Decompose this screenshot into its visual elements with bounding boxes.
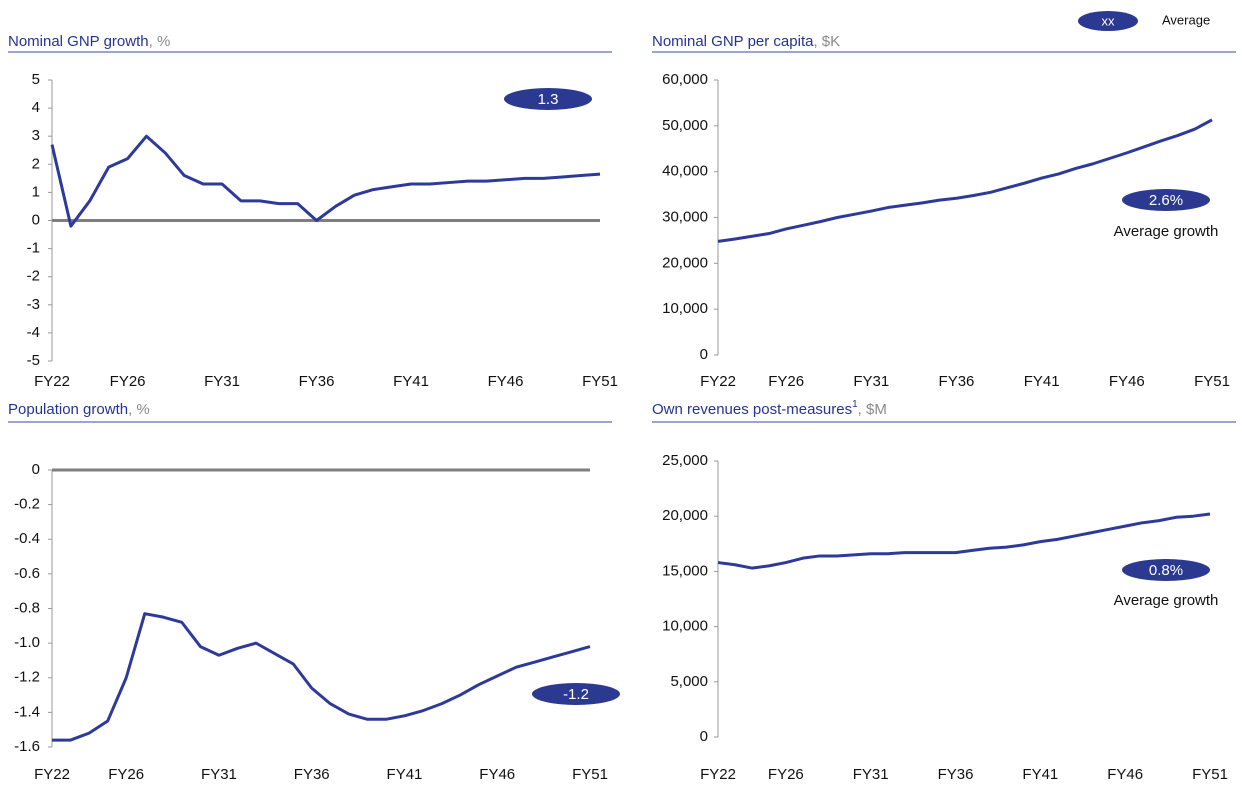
title-text: Nominal GNP growth [8, 33, 149, 50]
x-tick-label: FY36 [299, 373, 335, 390]
badge-shape [504, 88, 592, 110]
footnote-mark: 1 [852, 399, 858, 410]
y-tick-label: 15,000 [662, 562, 708, 579]
y-tick-label: -3 [27, 296, 40, 313]
data-line [717, 118, 1213, 243]
title-text: Population growth [8, 401, 128, 418]
y-tick-label: -1.4 [14, 703, 40, 720]
y-tick-label: 20,000 [662, 254, 708, 271]
y-tick-label: -0.2 [14, 496, 40, 513]
y-tick-label: 25,000 [662, 452, 708, 469]
x-tick-label: FY41 [1024, 373, 1060, 390]
legend-label: Average [1162, 12, 1210, 27]
y-tick-label: -0.8 [14, 599, 40, 616]
badge-value: 2.6% [1149, 192, 1183, 209]
y-tick-label: 0 [32, 461, 40, 478]
y-tick-label: -1.0 [14, 634, 40, 651]
badge-shape [532, 683, 620, 705]
y-tick-label: -0.4 [14, 530, 40, 547]
chart-title: Own revenues post-measures1, $M [652, 399, 887, 418]
x-tick-label: FY22 [700, 766, 736, 783]
y-tick-label: 50,000 [662, 117, 708, 134]
badge-shape [1122, 189, 1210, 211]
y-tick-label: 10,000 [662, 300, 708, 317]
x-tick-label: FY51 [1194, 373, 1230, 390]
y-tick-label: -2 [27, 268, 40, 285]
data-line [50, 134, 601, 228]
title-text: Nominal GNP per capita [652, 33, 814, 50]
y-tick-label: 10,000 [662, 618, 708, 635]
y-tick-label: 0 [700, 346, 708, 363]
y-tick-label: 3 [32, 127, 40, 144]
x-tick-label: FY22 [700, 373, 736, 390]
x-tick-label: FY22 [34, 373, 70, 390]
data-line [717, 512, 1211, 570]
y-tick-label: 60,000 [662, 71, 708, 88]
y-tick-label: -1.2 [14, 669, 40, 686]
badge-value: 1.3 [538, 91, 559, 108]
legend-marker-shape [1078, 11, 1138, 31]
x-tick-label: FY36 [939, 373, 975, 390]
x-tick-label: FY51 [1192, 766, 1228, 783]
x-tick-label: FY36 [294, 766, 330, 783]
y-tick-label: -5 [27, 352, 40, 369]
y-tick-label: 4 [32, 99, 40, 116]
y-tick-label: -1 [27, 240, 40, 257]
x-tick-label: FY31 [853, 373, 889, 390]
x-tick-label: FY26 [768, 373, 804, 390]
chart-title: Nominal GNP per capita, $K [652, 33, 840, 50]
y-tick-label: 1 [32, 183, 40, 200]
x-tick-label: FY26 [108, 766, 144, 783]
x-tick-label: FY31 [853, 766, 889, 783]
badge-shape [1122, 559, 1210, 581]
x-tick-label: FY41 [393, 373, 429, 390]
title-text: Own revenues post-measures [652, 401, 852, 418]
chart-title: Nominal GNP growth, % [8, 33, 170, 50]
y-tick-label: 0 [32, 211, 40, 228]
y-tick-label: 2 [32, 155, 40, 172]
x-tick-label: FY51 [582, 373, 618, 390]
y-tick-label: 5 [32, 71, 40, 88]
chart-title: Population growth, % [8, 401, 150, 418]
badge-note: Average growth [1114, 223, 1219, 240]
badge-value: 0.8% [1149, 562, 1183, 579]
x-tick-label: FY46 [479, 766, 515, 783]
x-tick-label: FY41 [387, 766, 423, 783]
y-tick-label: -1.6 [14, 738, 40, 755]
title-unit: , $M [858, 401, 887, 418]
x-tick-label: FY36 [938, 766, 974, 783]
title-unit: , % [128, 401, 150, 418]
x-tick-label: FY31 [201, 766, 237, 783]
y-tick-label: 5,000 [670, 673, 708, 690]
y-tick-label: 20,000 [662, 507, 708, 524]
x-tick-label: FY31 [204, 373, 240, 390]
x-tick-label: FY41 [1022, 766, 1058, 783]
y-tick-label: 30,000 [662, 208, 708, 225]
x-tick-label: FY51 [572, 766, 608, 783]
x-tick-label: FY46 [1109, 373, 1145, 390]
title-unit: , % [149, 33, 171, 50]
y-tick-label: -0.6 [14, 565, 40, 582]
badge-value: -1.2 [563, 686, 589, 703]
badge-note: Average growth [1114, 592, 1219, 609]
x-tick-label: FY26 [110, 373, 146, 390]
x-tick-label: FY22 [34, 766, 70, 783]
legend-marker: xx [1102, 13, 1116, 28]
x-tick-label: FY46 [488, 373, 524, 390]
y-tick-label: 40,000 [662, 163, 708, 180]
data-line [52, 612, 591, 742]
x-tick-label: FY46 [1107, 766, 1143, 783]
y-tick-label: 0 [700, 728, 708, 745]
title-unit: , $K [813, 33, 840, 50]
y-tick-label: -4 [27, 324, 40, 341]
x-tick-label: FY26 [768, 766, 804, 783]
